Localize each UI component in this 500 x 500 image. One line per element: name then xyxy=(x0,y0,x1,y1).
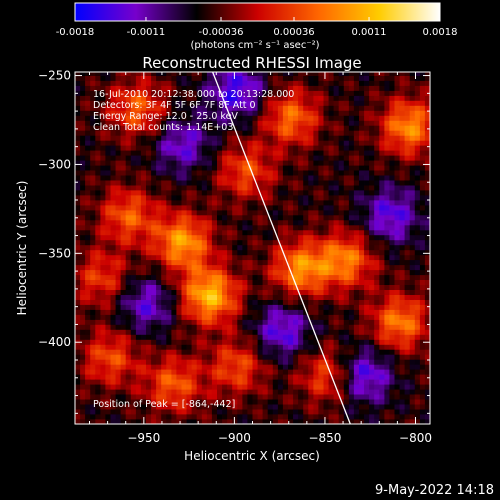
y-axis-label: Heliocentric Y (arcsec) xyxy=(15,181,29,316)
x-tick-label: −900 xyxy=(218,431,251,445)
x-tick-label: −800 xyxy=(399,431,432,445)
y-tick-label: −350 xyxy=(38,246,71,260)
x-axis: −950 −900 −850 −800 xyxy=(88,72,432,445)
heatmap-image xyxy=(75,72,430,424)
colorbar-ticks: -0.0018 -0.0011 -0.00036 0.00036 0.0011 0.001… xyxy=(56,17,458,38)
y-axis: −250 −300 −350 −400 xyxy=(38,69,430,414)
y-tick-label: −400 xyxy=(38,335,71,349)
limb-line xyxy=(212,72,351,424)
colorbar-tick-label: 0.0011 xyxy=(352,27,387,38)
colorbar-gradient xyxy=(74,2,441,22)
footer-timestamp: 9-May-2022 14:18 xyxy=(375,483,494,498)
colorbar-tick-label: -0.0011 xyxy=(127,27,166,38)
colorbar-tick-label: -0.0018 xyxy=(56,27,95,38)
x-axis-label: Heliocentric X (arcsec) xyxy=(184,449,320,463)
colorbar-unit-label: (photons cm⁻² s⁻¹ asec⁻²) xyxy=(190,40,319,51)
annotation-clean: Clean Total counts: 1.14E+03 xyxy=(93,122,233,133)
colorbar: -0.0018 -0.0011 -0.00036 0.00036 0.0011 0.001… xyxy=(56,2,458,51)
colorbar-tick-label: -0.00036 xyxy=(199,27,244,38)
chart-title: Reconstructed RHESSI Image xyxy=(142,54,361,72)
info-annotations: 16-Jul-2010 20:12:38.000 to 20:13:28.000… xyxy=(93,89,294,133)
x-tick-label: −950 xyxy=(127,431,160,445)
annotation-time: 16-Jul-2010 20:12:38.000 to 20:13:28.000 xyxy=(93,89,294,100)
colorbar-tick-label: 0.0018 xyxy=(423,27,458,38)
y-tick-label: −300 xyxy=(38,157,71,171)
colorbar-tick-label: 0.00036 xyxy=(273,27,314,38)
peak-position-label: Position of Peak = [-864,-442] xyxy=(93,399,235,410)
annotation-energy: Energy Range: 12.0 - 25.0 keV xyxy=(93,111,238,122)
y-tick-label: −250 xyxy=(38,69,71,83)
x-tick-label: −850 xyxy=(308,431,341,445)
annotation-detectors: Detectors: 3F 4F 5F 6F 7F 8F Att 0 xyxy=(93,100,256,111)
